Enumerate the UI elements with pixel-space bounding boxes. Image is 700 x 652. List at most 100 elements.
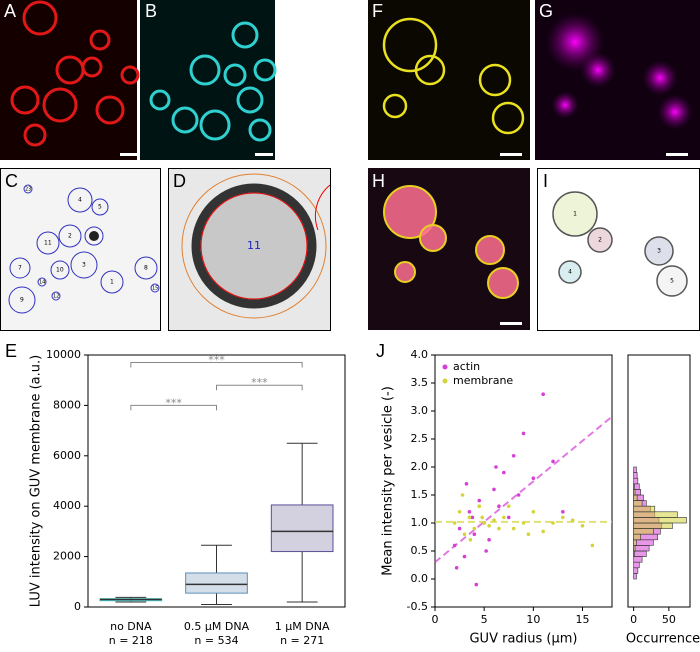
data-point — [497, 504, 501, 509]
x-tick-label: 0.5 μM DNA — [184, 620, 250, 633]
histogram-bar — [633, 517, 687, 524]
panel-label: B — [145, 1, 157, 21]
y-tick-label: 4000 — [53, 499, 81, 512]
panel-label: F — [372, 1, 383, 21]
histogram-bar — [633, 533, 641, 541]
legend-marker — [442, 364, 448, 370]
x-tick-label: n = 534 — [194, 634, 238, 647]
x-tick-label: 0 — [432, 613, 439, 626]
legend-label: membrane — [453, 374, 513, 387]
histogram-bar — [633, 505, 656, 513]
data-point — [511, 526, 516, 531]
x-axis-label: GUV radius (μm) — [469, 632, 577, 647]
y-axis-label: LUV intensity on GUV membrane (a.u.) — [29, 355, 44, 607]
y-tick-label: 2.0 — [411, 460, 429, 473]
histogram-bar — [633, 550, 647, 557]
data-point — [526, 532, 531, 536]
histogram-bar — [633, 545, 650, 552]
x-tick-label: n = 271 — [280, 634, 324, 647]
histogram-bar — [633, 466, 637, 473]
data-point — [468, 538, 473, 542]
data-point — [464, 482, 469, 486]
x-tick-label: 50 — [662, 613, 676, 626]
data-point — [467, 510, 472, 514]
data-point — [516, 493, 521, 497]
vesicle-label: 1 — [110, 279, 114, 286]
y-axis-label: Mean intensity per vesicle (-) — [381, 386, 396, 576]
vesicle-label: 11 — [44, 240, 52, 247]
significance-label: *** — [208, 354, 225, 367]
histogram-bar — [633, 494, 638, 501]
data-point — [474, 582, 479, 587]
data-point — [521, 431, 526, 436]
panel-label: G — [539, 1, 553, 21]
panel-label: C — [5, 171, 18, 191]
panel-label: H — [372, 171, 385, 191]
panel-i: 1 2 3 4 5 I — [537, 168, 700, 331]
vesicle-label: 12 — [53, 294, 59, 300]
y-tick-label: 0 — [74, 600, 81, 613]
data-point — [580, 524, 585, 528]
data-point — [497, 526, 501, 531]
plot-frame — [434, 354, 613, 608]
vesicle-label: 4 — [568, 269, 572, 276]
y-tick-label: 1.5 — [411, 488, 429, 501]
data-point — [460, 493, 465, 497]
data-point — [457, 510, 462, 514]
data-point — [506, 504, 511, 509]
y-tick-label: 4.0 — [411, 348, 429, 361]
vesicle-label: 4 — [78, 197, 82, 204]
histogram-bar — [633, 556, 643, 563]
histogram-bar — [633, 550, 635, 557]
data-point — [462, 554, 467, 559]
vesicle-label: 9 — [20, 297, 24, 304]
data-point — [480, 515, 485, 520]
histogram-bar — [633, 472, 638, 479]
vesicle-label: 11 — [247, 239, 261, 252]
y-tick-label: 3.5 — [411, 376, 429, 389]
panel-f: F — [368, 0, 530, 160]
histogram-bar — [633, 489, 636, 496]
y-tick-label: 0.0 — [411, 572, 429, 585]
panel-a: A — [0, 0, 140, 160]
data-point — [531, 510, 536, 514]
histogram-bar — [633, 522, 673, 529]
x-tick-label: 5 — [481, 613, 488, 626]
panel-h: H — [368, 168, 530, 330]
panel-label: J — [376, 341, 385, 361]
x-tick-label: no DNA — [110, 620, 152, 633]
data-point — [487, 524, 491, 528]
data-point — [541, 529, 545, 534]
x-axis-label: Occurrence — [626, 632, 700, 647]
x-tick-label: n = 218 — [109, 634, 153, 647]
x-tick-label: 15 — [576, 613, 590, 626]
data-point — [457, 526, 462, 531]
data-point — [561, 510, 565, 514]
data-point — [484, 549, 488, 553]
y-tick-label: -0.5 — [407, 600, 428, 613]
data-point — [561, 515, 565, 520]
box — [185, 572, 248, 594]
vesicle-label: 3 — [657, 248, 661, 255]
vesicle-label: 8 — [144, 265, 148, 272]
panel-label: A — [4, 1, 16, 21]
vesicle-label: 15 — [152, 286, 158, 292]
data-point — [494, 465, 498, 469]
vesicle-label: 1 — [573, 211, 577, 218]
panel-label: D — [173, 171, 186, 191]
significance-bracket — [130, 362, 303, 368]
panel-g: G — [535, 0, 700, 160]
histogram-bar — [633, 500, 643, 507]
histogram-bar — [633, 561, 640, 569]
panel-label: E — [5, 341, 17, 361]
legend-label: actin — [453, 360, 480, 373]
y-tick-label: 6000 — [53, 449, 81, 462]
vesicle-label: 5 — [670, 278, 674, 285]
histogram-bar — [633, 573, 637, 580]
vesicle-label: 3 — [82, 262, 86, 269]
data-point — [472, 526, 477, 531]
trend-line — [434, 415, 613, 563]
vesicle-label: 23 — [25, 187, 31, 193]
histogram-bar — [633, 567, 639, 574]
